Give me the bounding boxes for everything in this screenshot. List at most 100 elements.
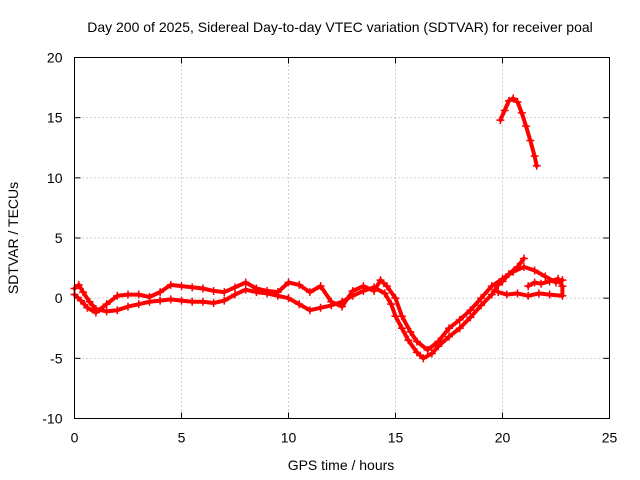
x-axis-title: GPS time / hours [288,457,395,473]
data-point [445,324,453,333]
data-point [502,290,511,299]
data-point [359,282,368,291]
x-tick-label: 20 [495,430,511,446]
data-point [241,278,250,287]
data-point [466,306,475,315]
data-point [558,282,567,291]
data-point [496,116,505,125]
data-point [477,294,486,303]
data-point [113,306,122,315]
data-point [545,290,554,299]
series-line [72,264,565,352]
data-point [295,280,304,289]
x-tick-label: 5 [178,430,186,446]
series-line [72,256,526,361]
data-point [455,315,464,324]
data-point [509,94,518,103]
data-point [231,290,239,299]
series-track-2 [70,262,567,354]
data-point [166,280,175,289]
data-point [524,291,533,300]
data-point [102,300,111,309]
data-point [526,136,535,145]
data-point [177,296,186,305]
data-point [241,285,250,294]
data-point [316,282,325,291]
data-point [445,332,453,341]
grid [74,57,610,419]
data-point [220,296,229,305]
data-point [188,297,197,306]
data-point [166,295,175,304]
data-point [376,276,385,285]
data-point [231,283,239,292]
data-point [455,324,464,333]
plot-area [70,94,567,363]
data-point [209,298,218,307]
data-point [263,286,272,295]
data-point [494,288,503,297]
x-tick-label: 10 [281,430,297,446]
data-point [188,283,197,292]
data-point [295,300,304,309]
data-point [316,303,325,312]
data-point [273,288,282,297]
data-point [370,286,379,295]
data-point [404,336,413,345]
data-point [156,288,165,297]
data-point [397,324,406,333]
data-point [198,297,207,306]
chart-title: Day 200 of 2025, Sidereal Day-to-day VTE… [87,19,593,35]
data-point [327,297,336,306]
data-point [391,294,400,303]
y-tick-label: 15 [47,110,63,126]
series-track-3 [494,274,567,300]
data-point [554,274,563,283]
data-point [487,290,496,299]
x-tick-label: 15 [388,430,404,446]
data-point [522,122,531,131]
data-point [412,337,421,346]
data-point [252,284,261,293]
data-point [305,288,314,297]
data-point [124,290,132,299]
data-point [541,272,550,281]
data-point [517,108,526,117]
data-point [124,302,132,311]
data-point [382,282,391,291]
data-point [348,286,357,295]
data-point [498,274,507,283]
y-tick-label: 5 [55,230,63,246]
data-point [338,302,346,311]
data-point [91,308,100,317]
data-point [412,348,421,357]
data-point [387,300,396,309]
data-point [504,96,513,105]
data-point [220,288,229,297]
series-line [498,96,539,168]
data-point [83,303,92,312]
data-point [284,278,293,287]
plot-frame [74,57,610,419]
data-point [380,289,389,298]
data-point [434,337,443,346]
data-point [509,267,518,276]
data-point [74,280,83,289]
data-point [85,297,94,306]
data-point [305,306,314,315]
data-point [477,301,486,310]
data-point [466,313,475,322]
data-point [530,266,539,275]
x-tick-label: 25 [602,430,618,446]
tick-labels: 0 5 10 15 20 25 -10 -5 0 5 10 15 20 [42,50,617,446]
data-point [406,327,415,336]
data-point [113,291,122,300]
data-point [513,98,522,107]
data-point [513,289,522,298]
y-tick-label: 20 [47,50,63,66]
data-point [134,300,143,309]
data-point [177,282,186,291]
data-point [558,291,567,300]
data-point [545,277,554,286]
